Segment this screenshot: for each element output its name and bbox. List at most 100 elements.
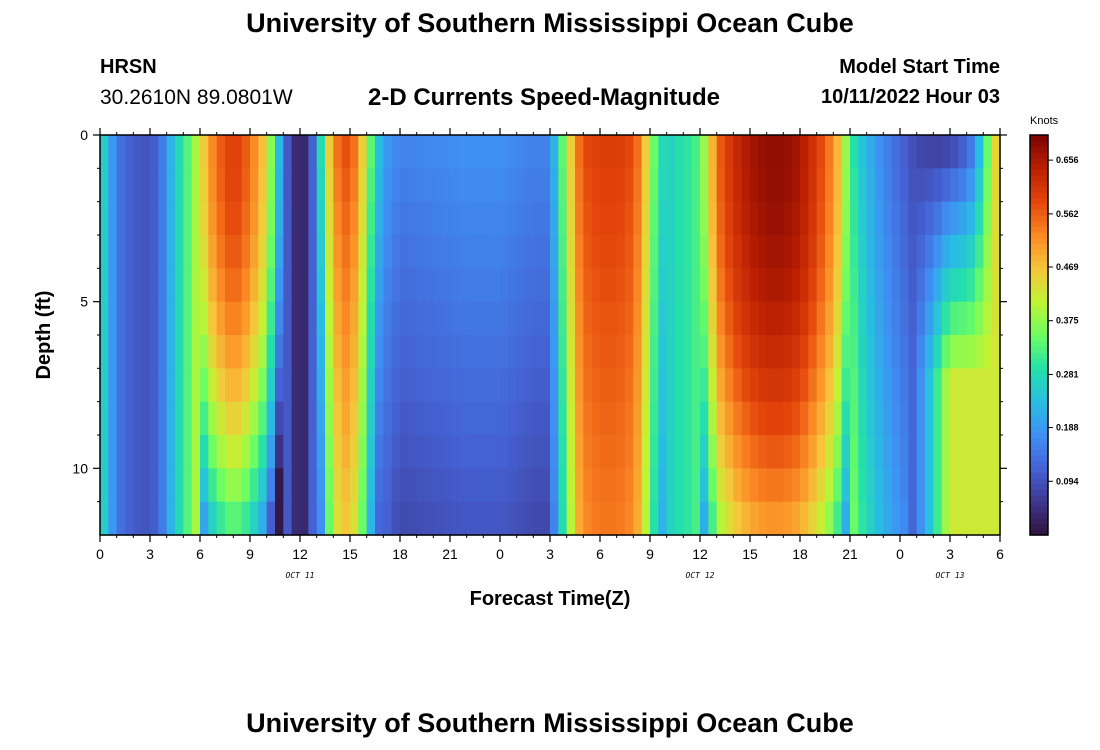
heatmap-cell (858, 201, 868, 236)
heatmap-cell (550, 468, 559, 503)
heatmap-cell (100, 435, 109, 469)
heatmap-cell (491, 501, 501, 536)
heatmap-cell (416, 201, 426, 236)
colorbar-segment (1030, 466, 1048, 473)
heatmap-cell (358, 335, 368, 369)
y-tick-label: 10 (72, 460, 88, 476)
heatmap-cell (341, 135, 351, 169)
heatmap-cell (675, 135, 684, 169)
heatmap-cell (625, 435, 634, 469)
heatmap-cell (616, 468, 626, 503)
heatmap-cell (650, 235, 659, 269)
heatmap-cell (141, 401, 151, 436)
heatmap-cell (866, 368, 876, 403)
heatmap-cell (466, 201, 476, 236)
heatmap-cell (391, 468, 401, 503)
heatmap-cell (783, 301, 793, 336)
heatmap-cell (291, 235, 301, 269)
heatmap-cell (333, 201, 343, 236)
heatmap-cell (366, 135, 376, 169)
heatmap-cell (133, 201, 143, 236)
heatmap-cell (950, 268, 959, 303)
heatmap-cell (675, 501, 684, 536)
heatmap-cell (683, 335, 693, 369)
heatmap-cell (175, 501, 184, 536)
heatmap-cell (950, 301, 959, 336)
heatmap-cell (650, 335, 659, 369)
heatmap-cell (150, 468, 159, 503)
heatmap-cell (741, 501, 751, 536)
heatmap-cell (141, 201, 151, 236)
heatmap-cell (141, 468, 151, 503)
heatmap-cell (491, 435, 501, 469)
heatmap-cell (983, 468, 993, 503)
heatmap-cell (600, 268, 609, 303)
heatmap-cell (125, 335, 134, 369)
heatmap-cell (983, 401, 993, 436)
heatmap-cell (275, 201, 284, 236)
heatmap-cell (658, 335, 668, 369)
heatmap-cell (400, 301, 409, 336)
heatmap-cell (633, 368, 643, 403)
heatmap-cell (816, 401, 826, 436)
heatmap-cell (133, 268, 143, 303)
heatmap-cell (450, 135, 459, 169)
heatmap-cell (991, 268, 1001, 303)
heatmap-cell (166, 501, 176, 536)
heatmap-cell (341, 235, 351, 269)
heatmap-cell (666, 168, 676, 203)
heatmap-cell (841, 168, 851, 203)
heatmap-cell (258, 268, 268, 303)
heatmap-cell (516, 201, 526, 236)
heatmap-cell (283, 301, 293, 336)
heatmap-cell (800, 401, 809, 436)
heatmap-cell (216, 268, 226, 303)
heatmap-cell (691, 168, 701, 203)
x-tick-label: 18 (392, 546, 408, 562)
heatmap-cell (908, 401, 918, 436)
heatmap-cell (783, 268, 793, 303)
heatmap-cell (433, 235, 443, 269)
heatmap-cell (925, 235, 934, 269)
heatmap-cell (833, 268, 843, 303)
heatmap-cell (141, 168, 151, 203)
colorbar-segment (1030, 266, 1048, 273)
heatmap-cell (158, 401, 168, 436)
heatmap-cell (733, 268, 743, 303)
heatmap-cell (983, 335, 993, 369)
heatmap-cell (625, 501, 634, 536)
heatmap-cell (808, 268, 818, 303)
date-label: OCT 12 (686, 571, 715, 580)
heatmap-cell (425, 268, 434, 303)
heatmap-cell (416, 301, 426, 336)
heatmap-cell (566, 435, 576, 469)
heatmap-cell (450, 468, 459, 503)
heatmap-cell (533, 368, 543, 403)
heatmap-cell (500, 468, 509, 503)
heatmap-cell (866, 201, 876, 236)
heatmap-cell (541, 368, 551, 403)
heatmap-cell (908, 301, 918, 336)
heatmap-cell (533, 335, 543, 369)
heatmap-cell (933, 368, 943, 403)
heatmap-cell (658, 235, 668, 269)
heatmap-cell (583, 401, 593, 436)
heatmap-cell (475, 501, 484, 536)
colorbar-segment (1030, 329, 1048, 336)
heatmap-cell (533, 501, 543, 536)
colorbar-segment (1030, 375, 1048, 382)
heatmap-cell (191, 401, 201, 436)
heatmap-cell (208, 201, 218, 236)
heatmap-cell (616, 168, 626, 203)
heatmap-cell (725, 435, 734, 469)
heatmap-cell (858, 468, 868, 503)
heatmap-cell (791, 335, 801, 369)
heatmap-cell (575, 435, 584, 469)
heatmap-cell (208, 135, 218, 169)
heatmap-cell (541, 135, 551, 169)
heatmap-cell (358, 368, 368, 403)
heatmap-cell (408, 368, 418, 403)
heatmap-cell (600, 168, 609, 203)
heatmap-cell (591, 501, 601, 536)
heatmap-cell (958, 268, 968, 303)
